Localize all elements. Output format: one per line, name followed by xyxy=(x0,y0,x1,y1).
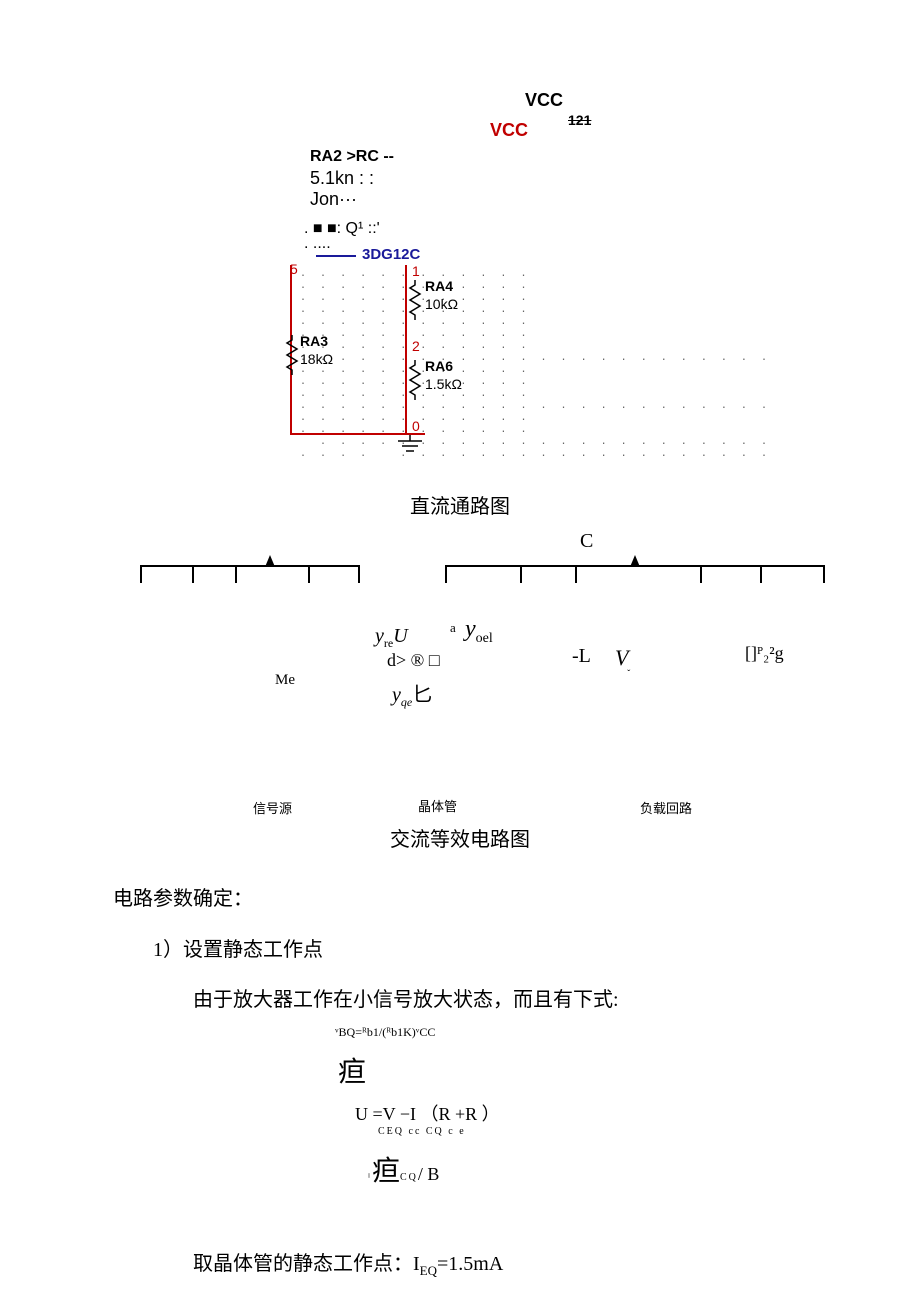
ra6-label: RA6 xyxy=(425,358,453,374)
tick-l4 xyxy=(308,565,310,583)
ra2-label: RA2 >RC -- xyxy=(310,148,394,166)
V-label: Vˇ xyxy=(615,645,632,671)
yre-label: yreU xyxy=(375,625,408,651)
tick-l5 xyxy=(358,565,360,583)
tick-r3 xyxy=(575,565,577,583)
tick-r6 xyxy=(823,565,825,583)
formula-3: ᴵ疸CQ/ B xyxy=(368,1149,620,1189)
tick-r1 xyxy=(445,565,447,583)
vcc-number: 121 xyxy=(568,112,591,128)
tick-l2 xyxy=(192,565,194,583)
ra2-value: 5.1kn : : xyxy=(310,168,374,189)
ra4-value: 10kΩ xyxy=(425,296,458,312)
ground-icon xyxy=(395,435,425,455)
dc-caption: 直流通路图 xyxy=(0,490,920,519)
circuit.ra6_value: 1.5kΩ xyxy=(425,376,462,392)
ra3-value: 18kΩ xyxy=(300,351,333,367)
ra3-label: RA3 xyxy=(300,333,328,349)
step1-text: 由于放大器工作在小信号放大状态，而且有下式: xyxy=(193,983,619,1012)
arrow-right xyxy=(630,555,640,567)
yqe-label: yqe匕 xyxy=(392,678,432,710)
formula-2: U =V −I （R +R ） xyxy=(355,1100,620,1126)
d-label: d> ® □ xyxy=(387,650,440,671)
step1-heading: 1）设置静态工作点 xyxy=(153,933,323,962)
L-label: -L xyxy=(572,645,591,668)
tick-l3 xyxy=(235,565,237,583)
dot-grid-3: . . . . . . . . . . . . . . . . . . . . … xyxy=(300,400,771,448)
dot-grid-2: . . . . . . . . . . . . . . . . . . . . … xyxy=(300,328,771,400)
c-label: C xyxy=(580,530,593,553)
resistor-ra6-icon xyxy=(408,360,422,400)
ra4-label: RA4 xyxy=(425,278,453,294)
conclusion-text: 取晶体管的静态工作点：IEQ=1.5mA xyxy=(193,1247,503,1279)
p22g-label: []ᴾ₂²g xyxy=(745,643,784,664)
me-label: Me xyxy=(275,672,295,689)
arrow-left xyxy=(265,555,275,567)
transistor-model: 3DG12C xyxy=(362,246,420,263)
vcc-label-black: VCC xyxy=(525,90,563,111)
formula-block: ᵛBQ=ᴿb1/(ᴿb1K)ᵛCC 疸 U =V −I （R +R ） CEQ … xyxy=(320,1025,620,1189)
yoel-label: yoel xyxy=(465,616,493,647)
formula-1: ᵛBQ=ᴿb1/(ᴿb1K)ᵛCC xyxy=(335,1025,620,1040)
a-label: a xyxy=(450,620,456,636)
tick-r2 xyxy=(520,565,522,583)
signal-source-label: 信号源 xyxy=(253,798,292,817)
tick-r5 xyxy=(760,565,762,583)
transistor-label: 晶体管 xyxy=(418,796,457,815)
params-heading: 电路参数确定： xyxy=(113,882,253,911)
ac-hline-left xyxy=(140,565,360,567)
big-char-1: 疸 xyxy=(338,1050,620,1090)
resistor-ra3-icon xyxy=(285,335,299,375)
formula-2-sub: CEQ cc CQ c e xyxy=(378,1126,620,1137)
ac-caption: 交流等效电路图 xyxy=(0,823,920,852)
tick-l1 xyxy=(140,565,142,583)
jon-label: Jon··· xyxy=(310,189,357,210)
dot-grid-4: . . . . . . . . . . . . . . . . . . . . … xyxy=(300,448,771,460)
dc-circuit-diagram: VCC VCC 121 RA2 >RC -- 5.1kn : : Jon··· … xyxy=(290,90,600,460)
node-5: 5 xyxy=(290,261,298,277)
q1b-label: . .... xyxy=(304,235,331,253)
ac-equivalent-diagram: C yreU a yoel d> ® □ -L Vˇ []ᴾ₂²g Me yqe… xyxy=(140,530,840,710)
resistor-ra4-icon xyxy=(408,280,422,320)
vcc-label-red: VCC xyxy=(490,120,528,141)
load-label: 负载回路 xyxy=(640,798,692,817)
blue-connector-line xyxy=(316,255,356,257)
tick-r4 xyxy=(700,565,702,583)
